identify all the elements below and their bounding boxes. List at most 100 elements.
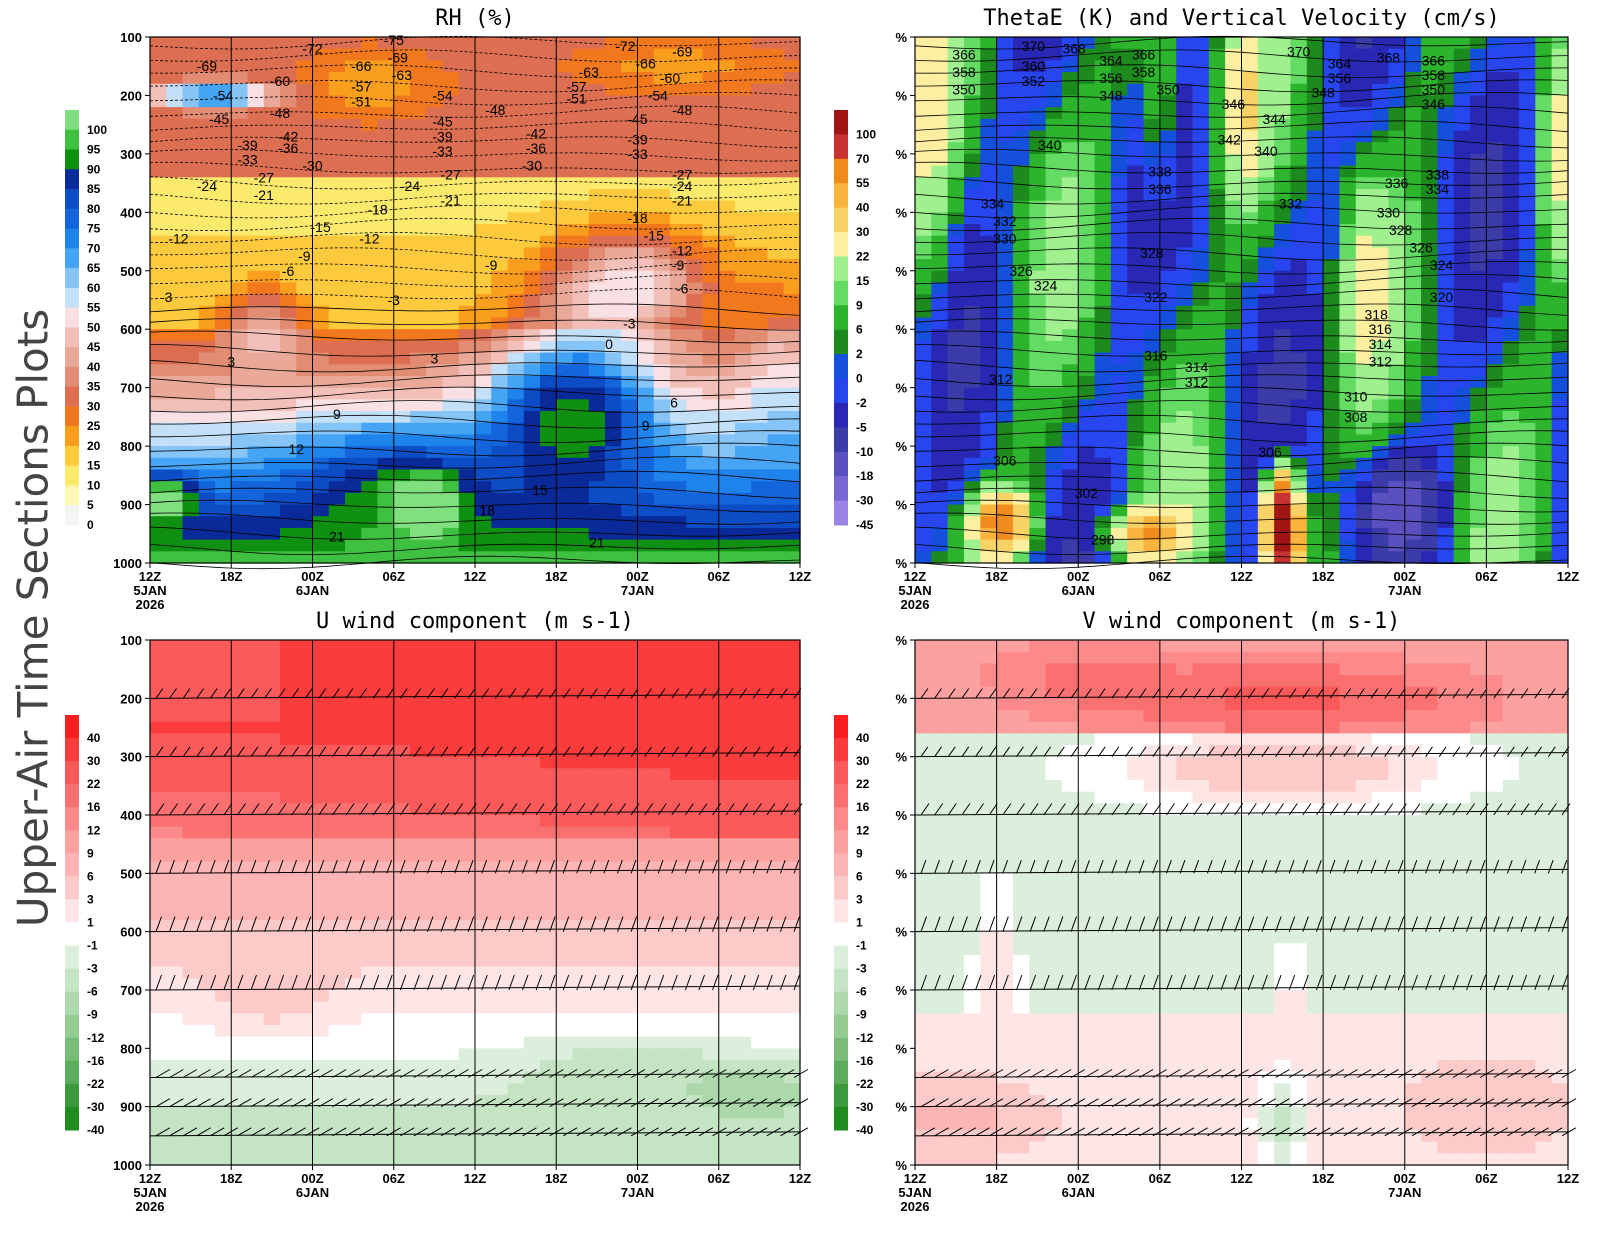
field-cell xyxy=(915,551,932,564)
field-cell xyxy=(751,72,769,85)
field-cell xyxy=(263,931,281,944)
field-cell xyxy=(393,838,411,851)
field-cell xyxy=(1045,48,1063,61)
field-cell xyxy=(980,95,998,108)
field-cell xyxy=(1110,247,1128,260)
field-cell xyxy=(426,675,444,688)
field-cell xyxy=(328,733,346,746)
field-cell xyxy=(1306,212,1324,225)
field-cell xyxy=(702,165,720,178)
field-cell xyxy=(475,885,492,898)
field-cell xyxy=(263,768,281,781)
field-cell xyxy=(345,931,362,944)
field-cell xyxy=(1225,165,1243,178)
field-cell xyxy=(1143,492,1161,506)
field-cell xyxy=(263,270,281,284)
field-cell xyxy=(1453,294,1471,307)
field-cell xyxy=(1257,188,1275,202)
field-cell xyxy=(523,352,541,365)
field-cell xyxy=(1290,142,1308,155)
field-cell xyxy=(280,885,297,898)
field-cell xyxy=(166,317,184,330)
field-cell xyxy=(166,651,184,664)
field-cell xyxy=(198,651,216,664)
contour-label: -15 xyxy=(311,219,331,235)
field-cell xyxy=(442,815,460,828)
field-cell xyxy=(231,446,249,459)
field-cell xyxy=(263,733,281,746)
x-tick-sublabel: 7JAN xyxy=(621,583,654,598)
field-cell xyxy=(426,340,444,354)
field-cell xyxy=(996,469,1014,482)
field-cell xyxy=(931,375,949,389)
field-cell xyxy=(963,469,981,482)
field-cell xyxy=(182,422,200,436)
field-cell xyxy=(377,130,395,143)
field-cell xyxy=(410,387,427,400)
field-cell xyxy=(198,504,216,517)
field-cell xyxy=(556,469,574,482)
field-cell xyxy=(215,527,232,541)
field-cell xyxy=(458,364,476,377)
field-cell xyxy=(247,651,265,664)
field-cell xyxy=(1486,270,1504,284)
field-cell xyxy=(442,457,460,471)
field-cell xyxy=(1029,107,1047,120)
field-cell xyxy=(410,399,427,412)
field-cell xyxy=(1470,83,1487,97)
field-cell xyxy=(1208,294,1226,307)
field-cell xyxy=(523,516,541,529)
field-cell xyxy=(996,422,1014,436)
field-cell xyxy=(1551,118,1569,132)
field-cell xyxy=(1012,247,1030,260)
field-cell xyxy=(328,1001,346,1014)
field-cell xyxy=(312,446,330,459)
field-cell xyxy=(1453,399,1471,412)
field-cell xyxy=(1257,516,1275,529)
field-cell xyxy=(1061,340,1079,354)
field-cell xyxy=(1306,224,1324,237)
field-cell xyxy=(442,294,460,307)
field-cell xyxy=(686,130,704,143)
field-cell xyxy=(410,640,427,653)
contour-label: -45 xyxy=(432,114,452,130)
field-cell xyxy=(931,340,949,354)
field-cell xyxy=(523,107,541,120)
field-cell xyxy=(410,329,427,342)
field-cell xyxy=(1274,165,1292,178)
field-cell xyxy=(1078,434,1096,447)
field-cell xyxy=(150,352,167,365)
field-cell xyxy=(931,317,949,330)
field-cell xyxy=(312,721,330,734)
field-cell xyxy=(361,896,379,909)
field-cell xyxy=(166,710,184,723)
colorbar-swatch xyxy=(65,110,79,131)
field-cell xyxy=(507,107,525,120)
field-cell xyxy=(491,1001,509,1014)
field-cell xyxy=(312,457,330,471)
field-cell xyxy=(915,294,932,307)
field-cell xyxy=(1143,446,1161,459)
field-cell xyxy=(458,118,476,132)
field-cell xyxy=(783,422,801,436)
field-cell xyxy=(1045,539,1063,552)
field-cell xyxy=(1290,282,1308,295)
field-cell xyxy=(182,469,200,482)
field-cell xyxy=(1388,294,1406,307)
field-cell xyxy=(458,259,476,272)
field-cell xyxy=(426,305,444,319)
field-cell xyxy=(572,142,590,155)
field-cell xyxy=(1143,411,1161,424)
field-cell xyxy=(328,142,346,155)
field-cell xyxy=(231,791,249,804)
field-cell xyxy=(1225,200,1243,213)
field-cell xyxy=(377,838,395,851)
field-cell xyxy=(1404,95,1422,108)
field-cell xyxy=(1274,387,1292,400)
field-cell xyxy=(361,815,379,828)
field-cell xyxy=(588,469,606,482)
field-cell xyxy=(377,551,395,564)
field-cell xyxy=(458,375,476,389)
field-cell xyxy=(312,966,330,979)
field-cell xyxy=(345,340,362,354)
